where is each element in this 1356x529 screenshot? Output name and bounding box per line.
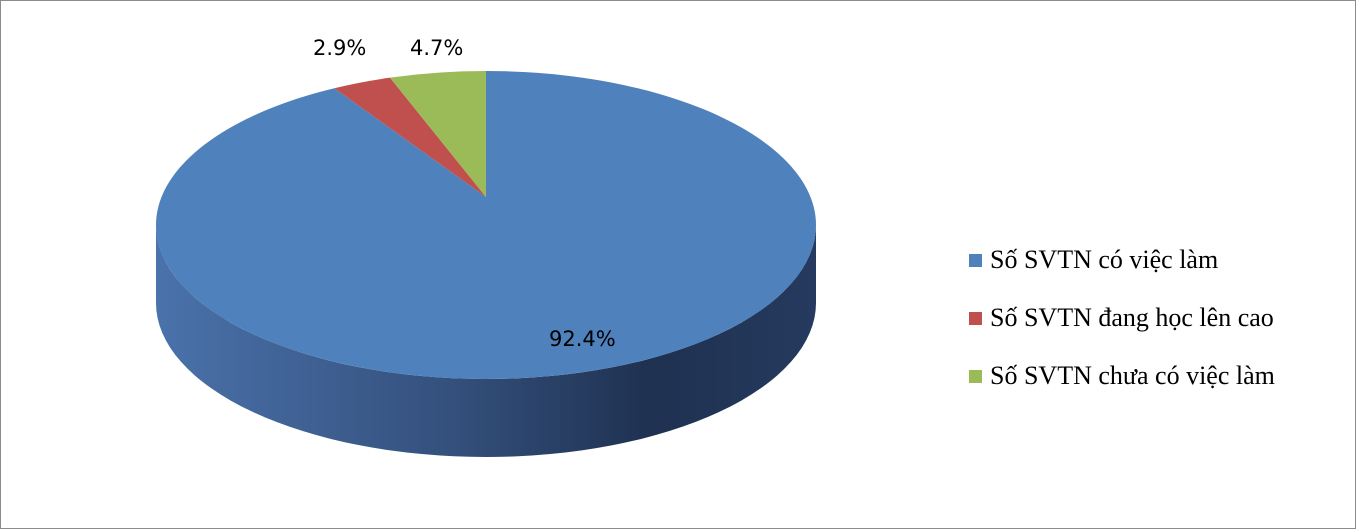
legend-item-2: Số SVTN chưa có việc làm [969,347,1275,405]
legend-label-2: Số SVTN chưa có việc làm [990,361,1275,390]
legend-swatch-0 [969,253,982,267]
legend: Số SVTN có việc làm Số SVTN đang học lên… [969,231,1275,405]
pie-side-wall [156,225,816,457]
pie-slice-1 [334,77,486,197]
legend-label-0: Số SVTN có việc làm [990,245,1219,274]
legend-item-0: Số SVTN có việc làm [969,231,1275,289]
legend-swatch-2 [969,369,982,383]
pie-slice-0 [156,71,817,379]
legend-swatch-1 [969,311,982,325]
data-label-0: 92.4% [549,327,616,351]
legend-label-1: Số SVTN đang học lên cao [990,303,1274,332]
legend-item-1: Số SVTN đang học lên cao [969,289,1275,347]
data-label-2: 4.7% [410,36,463,60]
data-label-1: 2.9% [313,36,366,60]
pie-slice-2 [389,71,486,197]
